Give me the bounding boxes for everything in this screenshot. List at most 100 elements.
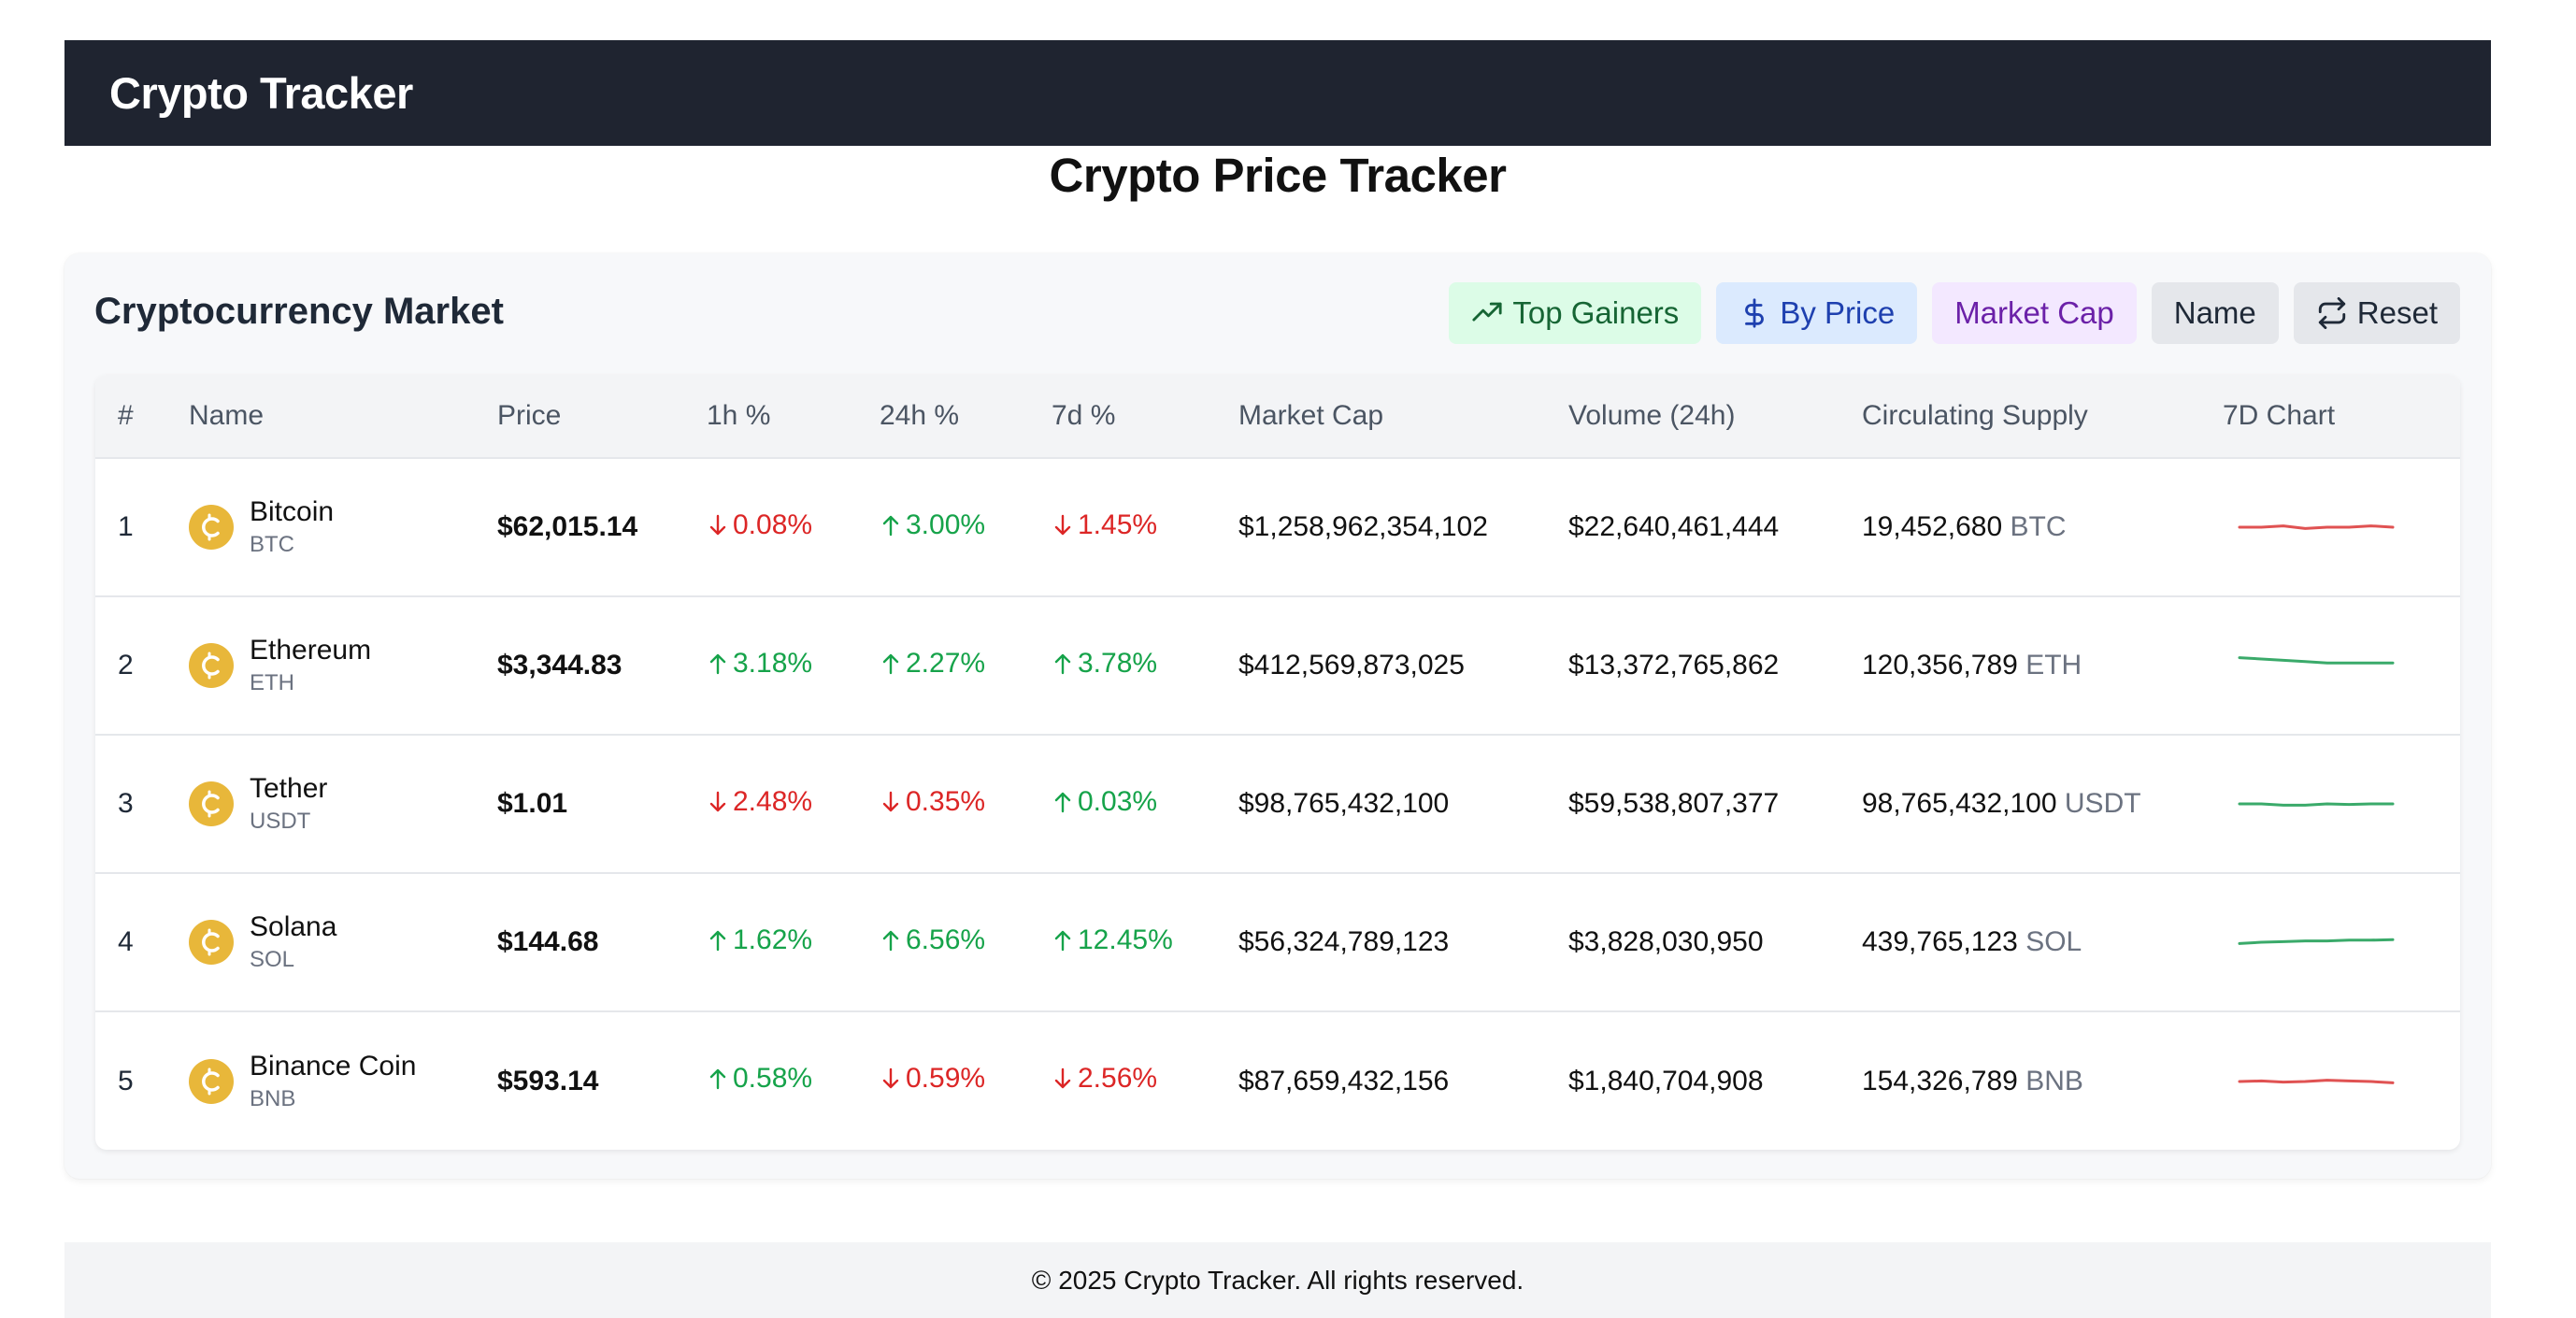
brand-logo-text[interactable]: Crypto Tracker	[109, 68, 413, 118]
coin-name: Bitcoin	[250, 496, 335, 527]
volume-cell: $3,828,030,950	[1568, 926, 1764, 957]
arrow-up-icon	[1054, 653, 1071, 674]
coin-name-cell[interactable]: Solana SOL	[189, 910, 497, 975]
filter-toolbar: Top Gainers By Price Market Cap Name	[1449, 282, 2460, 344]
change-7d-cell: 2.56%	[1052, 1063, 1157, 1095]
change-value: 3.78%	[1078, 647, 1158, 679]
column-header-name[interactable]: Name	[189, 375, 497, 459]
rank-cell: 3	[118, 788, 134, 819]
table-row[interactable]: 3 Tether USDT $1.01 2.48% 0.35% 0.03% $9…	[95, 735, 2460, 873]
change-7d-cell: 0.03%	[1052, 786, 1157, 818]
supply-symbol: BNB	[2025, 1065, 2083, 1096]
top-gainers-button[interactable]: Top Gainers	[1449, 282, 1702, 344]
coin-name: Ethereum	[250, 635, 372, 666]
column-header-7d[interactable]: 7d %	[1052, 375, 1238, 459]
coin-name: Tether	[250, 773, 328, 804]
market-cap-cell: $87,659,432,156	[1238, 1065, 1450, 1096]
table-row[interactable]: 2 Ethereum ETH $3,344.83 3.18% 2.27% 3.7…	[95, 596, 2460, 735]
change-7d-cell: 1.45%	[1052, 509, 1157, 541]
volume-cell: $13,372,765,862	[1568, 650, 1780, 680]
coin-symbol: ETH	[250, 670, 294, 695]
rank-cell: 5	[118, 1065, 134, 1096]
market-card-title: Cryptocurrency Market	[94, 291, 504, 332]
supply-cell: 19,452,680 BTC	[1862, 511, 2067, 542]
coin-symbol: USDT	[250, 809, 311, 834]
change-1h-cell: 0.08%	[707, 509, 812, 541]
coin-icon	[189, 920, 234, 965]
change-value: 12.45%	[1078, 924, 1173, 955]
table-row[interactable]: 5 Binance Coin BNB $593.14 0.58% 0.59% 2…	[95, 1011, 2460, 1150]
column-header-1h[interactable]: 1h %	[707, 375, 880, 459]
coin-symbol: BTC	[250, 532, 294, 557]
volume-cell: $59,538,807,377	[1568, 788, 1780, 819]
market-cap-cell: $412,569,873,025	[1238, 650, 1465, 680]
change-24h-cell: 0.59%	[880, 1063, 985, 1095]
volume-cell: $22,640,461,444	[1568, 511, 1780, 542]
column-header-volume[interactable]: Volume (24h)	[1568, 375, 1862, 459]
sparkline-7d	[2238, 656, 2395, 665]
reset-label: Reset	[2356, 295, 2438, 330]
column-header-rank[interactable]: #	[95, 375, 189, 459]
change-value: 2.48%	[733, 785, 813, 817]
rank-cell: 2	[118, 650, 134, 680]
change-value: 0.08%	[733, 509, 813, 540]
by-price-label: By Price	[1780, 295, 1896, 330]
change-value: 3.00%	[906, 509, 986, 540]
market-cap-cell: $56,324,789,123	[1238, 926, 1450, 957]
column-header-price[interactable]: Price	[497, 375, 707, 459]
supply-symbol: BTC	[2010, 511, 2067, 542]
table-row[interactable]: 1 Bitcoin BTC $62,015.14 0.08% 3.00% 1.4…	[95, 458, 2460, 596]
change-value: 1.62%	[733, 924, 813, 955]
price-cell: $3,344.83	[497, 650, 623, 680]
arrow-up-icon	[1054, 792, 1071, 812]
change-value: 0.35%	[906, 785, 986, 817]
change-1h-cell: 0.58%	[707, 1063, 812, 1095]
change-value: 1.45%	[1078, 509, 1158, 540]
refresh-arrows-icon	[2318, 297, 2345, 329]
rank-cell: 4	[118, 926, 134, 957]
market-cap-label: Market Cap	[1954, 295, 2114, 330]
market-cap-button[interactable]: Market Cap	[1932, 282, 2137, 344]
reset-button[interactable]: Reset	[2293, 282, 2460, 344]
table-header-row: # Name Price 1h % 24h % 7d % Market Cap …	[95, 375, 2460, 459]
coin-name-cell[interactable]: Tether USDT	[189, 771, 497, 837]
name-sort-button[interactable]: Name	[2151, 282, 2279, 344]
coin-name-cell[interactable]: Ethereum ETH	[189, 633, 497, 698]
supply-value: 19,452,680	[1862, 511, 2003, 542]
price-cell: $1.01	[497, 788, 568, 819]
coin-name-cell[interactable]: Bitcoin BTC	[189, 494, 497, 560]
change-1h-cell: 2.48%	[707, 786, 812, 818]
arrow-up-icon	[1054, 930, 1071, 951]
table-row[interactable]: 4 Solana SOL $144.68 1.62% 6.56% 12.45% …	[95, 873, 2460, 1011]
arrow-down-icon	[1054, 514, 1071, 535]
column-header-24h[interactable]: 24h %	[880, 375, 1052, 459]
change-value: 0.58%	[733, 1063, 813, 1094]
coin-name-cell[interactable]: Binance Coin BNB	[189, 1049, 497, 1114]
supply-value: 154,326,789	[1862, 1065, 2018, 1096]
sparkline-path	[2238, 524, 2395, 530]
trending-up-icon	[1472, 302, 1502, 322]
column-header-market-cap[interactable]: Market Cap	[1238, 375, 1568, 459]
by-price-button[interactable]: By Price	[1716, 282, 1918, 344]
arrow-up-icon	[882, 515, 899, 536]
top-navbar: Crypto Tracker	[64, 40, 2491, 146]
price-cell: $144.68	[497, 926, 599, 957]
change-24h-cell: 2.27%	[880, 648, 985, 680]
column-header-supply[interactable]: Circulating Supply	[1862, 375, 2223, 459]
market-table: # Name Price 1h % 24h % 7d % Market Cap …	[95, 375, 2460, 1150]
change-value: 2.27%	[906, 647, 986, 679]
change-1h-cell: 3.18%	[707, 648, 812, 680]
coin-icon	[189, 781, 234, 826]
rank-cell: 1	[118, 511, 134, 542]
arrow-down-icon	[1054, 1067, 1071, 1089]
change-1h-cell: 1.62%	[707, 924, 812, 956]
supply-cell: 98,765,432,100 USDT	[1862, 788, 2141, 819]
coin-icon	[189, 505, 234, 550]
arrow-up-icon	[882, 653, 899, 674]
arrow-up-icon	[882, 930, 899, 951]
supply-cell: 154,326,789 BNB	[1862, 1066, 2083, 1096]
sparkline-path	[2238, 802, 2395, 807]
supply-symbol: SOL	[2025, 926, 2082, 957]
name-sort-label: Name	[2173, 295, 2256, 330]
